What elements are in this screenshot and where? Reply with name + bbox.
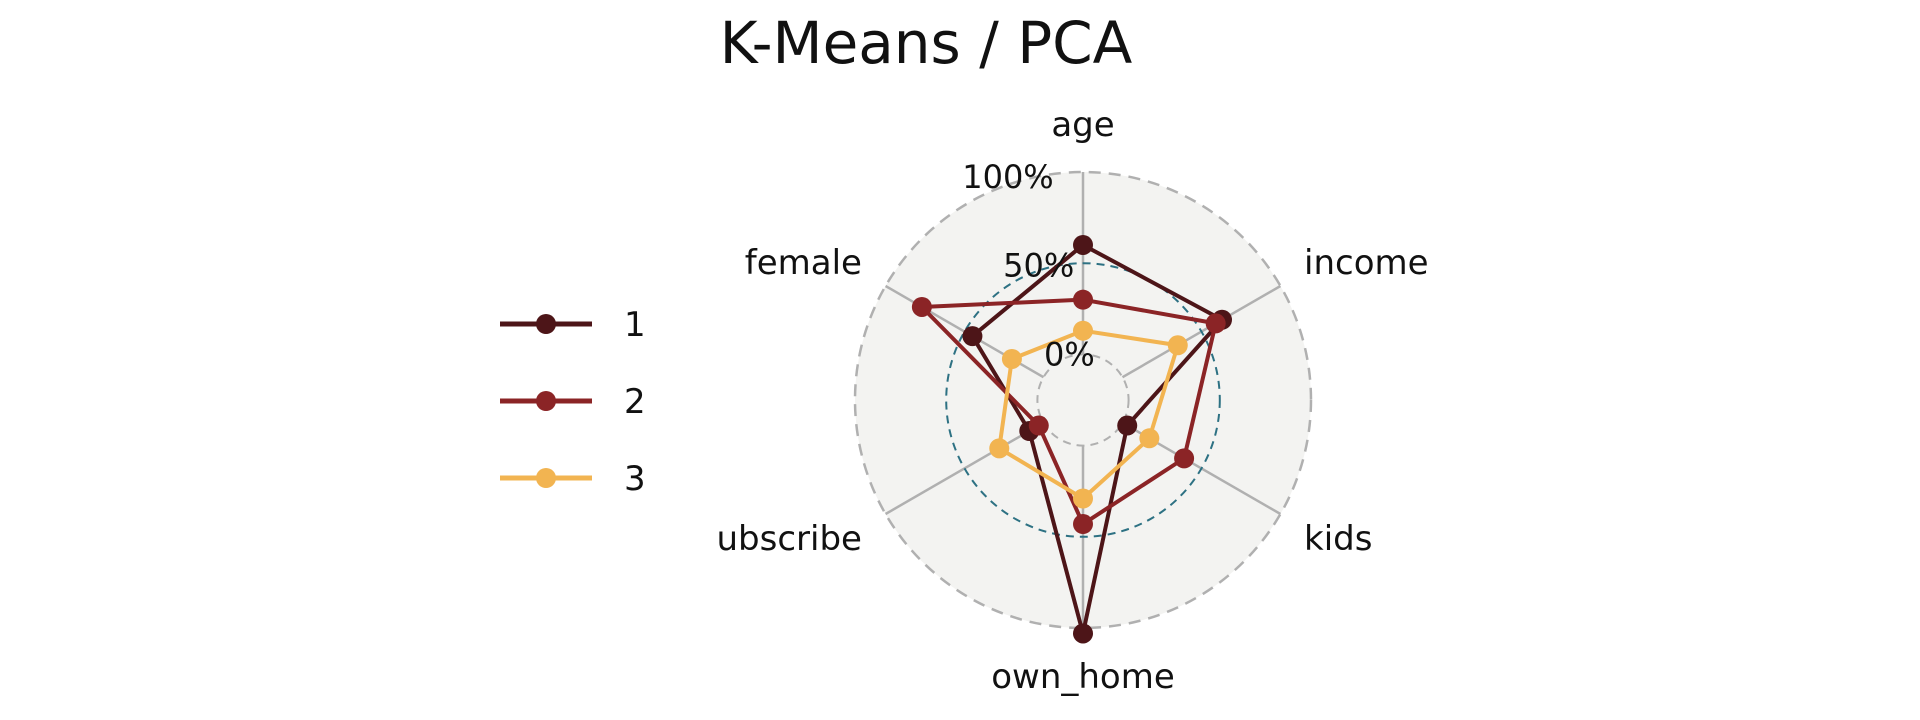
chart-title: K-Means / PCA <box>720 9 1133 77</box>
inner-ring <box>1036 353 1130 447</box>
axis-label-own_home: own_home <box>991 657 1175 697</box>
point-series-3-own_home <box>1073 488 1093 509</box>
legend-marker-1 <box>536 314 556 334</box>
point-series-1-female <box>962 326 983 347</box>
axis-label-female: female <box>745 243 862 283</box>
legend-marker-2 <box>536 391 556 411</box>
radial-tick-100%: 100% <box>962 158 1053 196</box>
legend: 1 2 3 <box>500 305 646 499</box>
point-series-3-income <box>1167 335 1188 356</box>
axis-label-income: income <box>1304 243 1429 283</box>
point-series-2-kids <box>1174 448 1195 469</box>
axis-label-age: age <box>1051 105 1114 145</box>
point-series-1-age <box>1073 234 1093 255</box>
radial-tick-0%: 0% <box>1044 336 1095 374</box>
outer-ring <box>853 170 1313 630</box>
point-series-3-age <box>1073 320 1093 341</box>
point-series-2-own_home <box>1073 514 1093 535</box>
point-series-2-age <box>1073 289 1093 310</box>
radial-tick-50%: 50% <box>1003 247 1074 285</box>
point-series-2-income <box>1205 313 1226 334</box>
point-series-2-ubscribe <box>1028 415 1049 436</box>
point-series-1-kids <box>1117 415 1138 436</box>
legend-label-3: 3 <box>624 459 646 499</box>
radar-series <box>911 234 1233 644</box>
axis-label-ubscribe: ubscribe <box>717 519 862 559</box>
legend-label-2: 2 <box>624 382 646 422</box>
radar-grid <box>853 170 1313 630</box>
point-series-3-ubscribe <box>989 438 1010 459</box>
point-series-3-kids <box>1139 428 1160 449</box>
legend-marker-3 <box>536 468 556 488</box>
point-series-1-own_home <box>1073 623 1093 644</box>
point-series-2-female <box>911 296 932 317</box>
mid-ring <box>945 262 1221 538</box>
point-series-3-female <box>1001 348 1022 369</box>
axis-labels: age income kids own_home ubscribe female <box>717 105 1429 697</box>
axis-label-kids: kids <box>1304 519 1372 559</box>
radial-tick-labels: 0% 50% 100% <box>962 158 1095 374</box>
legend-label-1: 1 <box>624 305 646 345</box>
